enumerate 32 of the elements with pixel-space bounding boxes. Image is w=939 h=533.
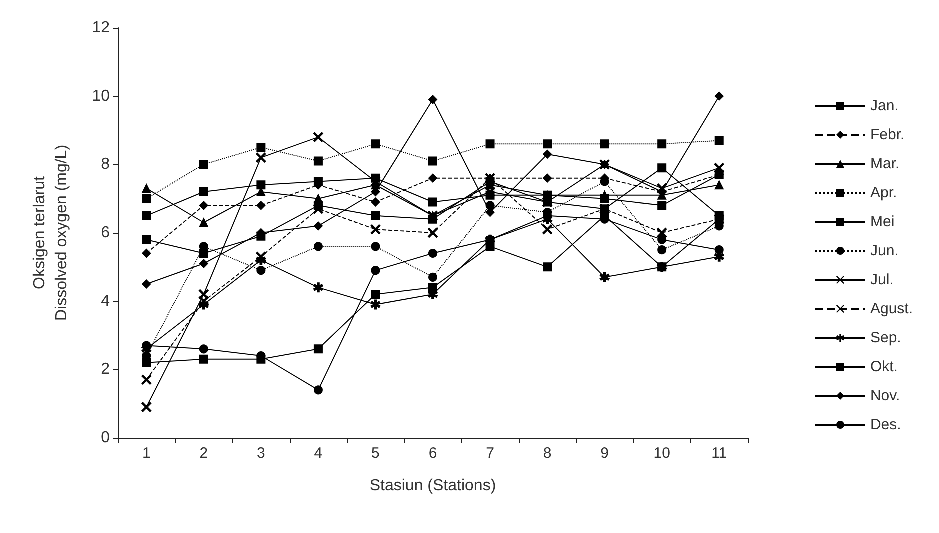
y-tick-label: 0 — [101, 430, 110, 446]
x-tick-label: 10 — [654, 445, 670, 462]
y-tick-label: 10 — [92, 88, 110, 105]
legend-label: Jun. — [870, 242, 899, 260]
legend-label: Des. — [870, 416, 902, 434]
x-tick-label: 9 — [600, 445, 609, 462]
x-axis-title: Stasiun (Stations) — [370, 478, 496, 494]
legend-label: Jan. — [870, 98, 899, 114]
y-tick-label: 4 — [101, 292, 110, 310]
legend-label: Mei — [870, 214, 895, 230]
legend-label: Okt. — [870, 358, 898, 376]
legend-label: Febr. — [870, 126, 905, 144]
x-tick-label: 8 — [543, 445, 552, 462]
x-tick-label: 2 — [200, 445, 208, 462]
x-tick-label: 5 — [372, 445, 380, 462]
legend-label: Mar. — [870, 156, 900, 172]
x-tick-label: 7 — [486, 445, 494, 462]
legend-label: Jul. — [870, 272, 894, 288]
legend-label: Agust. — [870, 300, 914, 318]
y-tick-label: 2 — [101, 361, 110, 378]
y-tick-label: 12 — [92, 20, 110, 36]
y-tick-label: 8 — [101, 156, 110, 174]
legend-label: Sep. — [870, 330, 902, 346]
x-tick-label: 6 — [428, 445, 438, 462]
y-axis-title: Oksigen terlarut Dissolved oxygen (mg/L) — [32, 144, 70, 322]
x-tick-label: 1 — [142, 445, 151, 462]
legend-label: Apr. — [870, 184, 898, 202]
y-tick-label: 6 — [101, 224, 110, 242]
x-tick-label: 11 — [712, 445, 728, 462]
legend-label: Nov. — [870, 388, 900, 404]
x-tick-label: 4 — [314, 445, 323, 462]
x-tick-label: 3 — [257, 445, 266, 462]
